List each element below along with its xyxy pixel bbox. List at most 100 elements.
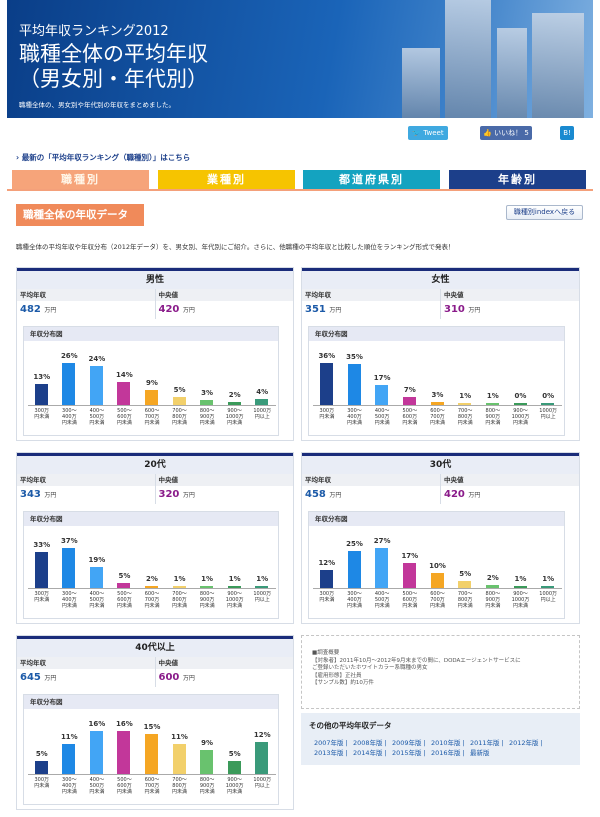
bar-value-label: 4% bbox=[256, 387, 269, 396]
x-tick-label: 300～ 400万 円未満 bbox=[61, 408, 77, 426]
year-link[interactable]: 2010年版 | bbox=[431, 739, 465, 747]
x-tick-label: 500～ 600万 円未満 bbox=[116, 408, 132, 426]
bar bbox=[89, 567, 103, 588]
tab-industry-label: 業種別 bbox=[207, 173, 246, 186]
hatena-bookmark-button[interactable]: B! bbox=[560, 126, 574, 140]
tab-age-label: 年齢別 bbox=[498, 173, 537, 186]
twitter-icon: 🐦 bbox=[412, 129, 422, 137]
panel-40s-plus: 40代以上 平均年収 645 万円 中央値 600 万円 年収分布図 5% 300万 円未満 1… bbox=[16, 635, 294, 810]
bar bbox=[513, 586, 527, 588]
year-link[interactable]: 2012年版 | bbox=[509, 739, 543, 747]
median-salary-value: 310 万円 bbox=[441, 301, 579, 319]
hatena-label: B! bbox=[563, 129, 571, 137]
like-button[interactable]: 👍 いいね！ 5 bbox=[480, 126, 532, 140]
bar bbox=[200, 586, 214, 588]
unit-label: 万円 bbox=[468, 307, 481, 314]
year-link[interactable]: 2007年版 | bbox=[314, 739, 348, 747]
bar-value-label: 5% bbox=[459, 569, 472, 578]
x-tick-label: 900～ 1000万 円未満 bbox=[225, 777, 244, 795]
tab-prefecture[interactable]: 都道府県別 bbox=[303, 170, 440, 189]
median-salary-value: 600 万円 bbox=[156, 669, 294, 687]
tab-prefecture-label: 都道府県別 bbox=[339, 173, 404, 186]
bar-value-label: 5% bbox=[228, 749, 241, 758]
x-tick-label: 1000万 円以上 bbox=[253, 591, 272, 603]
salary-summary: 平均年収 343 万円 中央値 320 万円 bbox=[17, 474, 293, 504]
bar bbox=[227, 760, 241, 774]
year-link[interactable]: 2014年版 | bbox=[353, 749, 387, 757]
year-link[interactable]: 2011年版 | bbox=[470, 739, 504, 747]
avg-salary-number: 343 bbox=[20, 489, 41, 500]
building-image bbox=[497, 28, 527, 118]
year-link[interactable]: 2015年版 | bbox=[392, 749, 426, 757]
avg-salary-label: 平均年収 bbox=[17, 289, 155, 301]
unit-label: 万円 bbox=[44, 307, 57, 314]
salary-summary: 平均年収 482 万円 中央値 420 万円 bbox=[17, 289, 293, 319]
avg-salary-cell: 平均年収 645 万円 bbox=[17, 657, 156, 687]
bar-value-label: 17% bbox=[401, 551, 419, 560]
x-tick-label: 300～ 400万 円未満 bbox=[346, 408, 362, 426]
median-salary-number: 420 bbox=[444, 489, 465, 500]
tweet-button[interactable]: 🐦 Tweet bbox=[408, 126, 448, 140]
x-tick-label: 300万 円未満 bbox=[34, 408, 50, 420]
unit-label: 万円 bbox=[182, 492, 195, 499]
x-tick-label: 500～ 600万 円未満 bbox=[402, 591, 418, 609]
avg-salary-value: 351 万円 bbox=[302, 301, 440, 319]
back-to-index-button[interactable]: 職種別indexへ戻る bbox=[506, 205, 583, 220]
avg-salary-number: 458 bbox=[305, 489, 326, 500]
bar bbox=[227, 586, 241, 588]
bar-value-label: 3% bbox=[431, 390, 444, 399]
year-link[interactable]: 2013年版 | bbox=[314, 749, 348, 757]
unit-label: 万円 bbox=[44, 492, 57, 499]
bar-value-label: 36% bbox=[318, 352, 336, 360]
bar bbox=[319, 570, 333, 588]
x-tick-label: 300～ 400万 円未満 bbox=[346, 591, 362, 609]
bar-value-label: 13% bbox=[33, 373, 51, 381]
year-link[interactable]: 2009年版 | bbox=[392, 739, 426, 747]
median-salary-label: 中央値 bbox=[441, 474, 579, 486]
bar bbox=[255, 741, 269, 774]
bar bbox=[255, 586, 269, 588]
year-link[interactable]: 2008年版 | bbox=[353, 739, 387, 747]
avg-salary-value: 645 万円 bbox=[17, 669, 155, 687]
x-tick-label: 500～ 600万 円未満 bbox=[116, 591, 132, 609]
median-salary-number: 420 bbox=[158, 304, 180, 315]
bar bbox=[375, 548, 389, 588]
bar bbox=[227, 401, 241, 405]
x-tick-label: 300～ 400万 円未満 bbox=[61, 777, 77, 795]
bar-value-label: 5% bbox=[35, 749, 48, 758]
bar-value-label: 10% bbox=[429, 562, 446, 571]
panel-title: 30代 bbox=[302, 453, 579, 474]
bar-value-label: 2% bbox=[486, 574, 499, 583]
x-tick-label: 600～ 700万 円未満 bbox=[144, 777, 160, 795]
other-data-title: その他の平均年収データ bbox=[309, 721, 392, 730]
bar-value-label: 35% bbox=[346, 353, 363, 362]
tab-underline bbox=[7, 189, 593, 191]
salary-distribution-chart: 年収分布図 33% 300万 円未満 37% 300～ 400万 円未満 19% 400～ … bbox=[23, 511, 279, 619]
bar-value-label: 17% bbox=[373, 374, 391, 383]
page-title-line2: （男女別・年代別） bbox=[19, 67, 208, 91]
latest-ranking-link[interactable]: › 最新の「平均年収ランキング（職種別）」はこちら bbox=[16, 152, 190, 163]
avg-salary-cell: 平均年収 351 万円 bbox=[302, 289, 441, 319]
bar-value-label: 25% bbox=[346, 539, 363, 548]
bar-value-label: 5% bbox=[173, 385, 186, 394]
year-link[interactable]: 2016年版 | bbox=[431, 749, 465, 757]
bar-value-label: 9% bbox=[146, 379, 158, 388]
distribution-label: 年収分布図 bbox=[24, 512, 278, 526]
bar-value-label: 7% bbox=[403, 385, 416, 394]
other-data-box: その他の平均年収データ 2007年版 | 2008年版 | 2009年版 | 2010… bbox=[301, 713, 580, 765]
avg-salary-cell: 平均年収 343 万円 bbox=[17, 474, 156, 504]
x-tick-label: 400～ 500万 円未満 bbox=[374, 591, 390, 609]
x-tick-label: 800～ 900万 円未満 bbox=[199, 591, 215, 609]
tab-industry[interactable]: 業種別 bbox=[158, 170, 295, 189]
panel-male: 男性 平均年収 482 万円 中央値 420 万円 年収分布図 13% 300万 円未満 26%… bbox=[16, 267, 294, 441]
tab-job-type[interactable]: 職種別 bbox=[12, 170, 149, 189]
hero-banner: 平均年収ランキング2012 職種全体の平均年収 （男女別・年代別） 職種全体の、… bbox=[7, 0, 593, 118]
year-link[interactable]: 最新版 bbox=[470, 749, 490, 757]
page-title-line1: 職種全体の平均年収 bbox=[19, 42, 208, 66]
panel-title: 男性 bbox=[17, 268, 293, 289]
panel-title: 40代以上 bbox=[17, 636, 293, 657]
x-tick-label: 800～ 900万 円未満 bbox=[485, 591, 501, 609]
tab-age[interactable]: 年齢別 bbox=[449, 170, 586, 189]
chart-baseline bbox=[28, 774, 276, 775]
x-tick-label: 500～ 600万 円未満 bbox=[116, 777, 132, 795]
